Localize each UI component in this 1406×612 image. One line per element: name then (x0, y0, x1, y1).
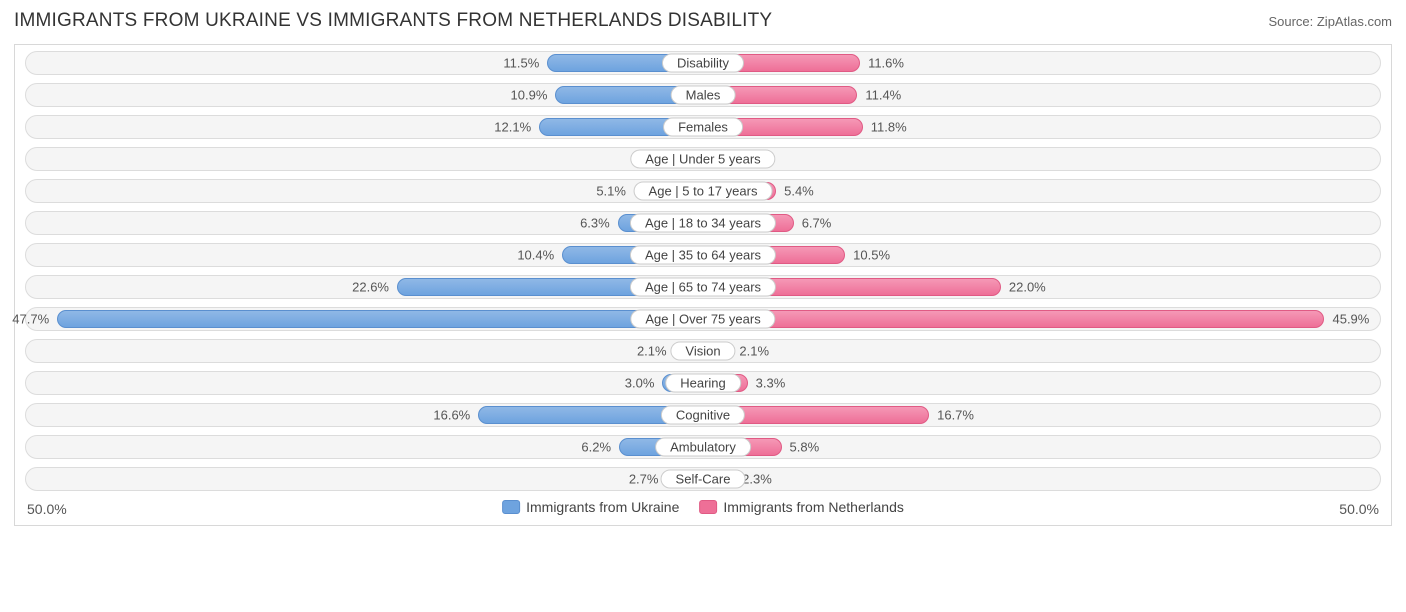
value-label-ukraine: 16.6% (433, 408, 470, 423)
chart-title: IMMIGRANTS FROM UKRAINE VS IMMIGRANTS FR… (14, 10, 772, 32)
chart-row: 2.7% 2.3%Self-Care (25, 467, 1381, 491)
chart-footer: 50.0% Immigrants from Ukraine Immigrants… (25, 499, 1381, 521)
chart-row: 6.2% 5.8% Ambulatory (25, 435, 1381, 459)
category-label: Males (671, 86, 736, 105)
value-label-netherlands: 11.4% (865, 88, 901, 103)
value-label-netherlands: 5.4% (784, 184, 814, 199)
value-label-netherlands: 11.6% (868, 56, 904, 71)
chart-row: 12.1% 11.8% Females (25, 115, 1381, 139)
value-label-netherlands: 2.1% (739, 344, 769, 359)
category-label: Females (663, 118, 743, 137)
bar-ukraine (57, 310, 703, 328)
chart-row: 1.0%1.4%Age | Under 5 years (25, 147, 1381, 171)
value-label-ukraine: 6.3% (580, 216, 610, 231)
category-label: Ambulatory (655, 438, 751, 457)
value-label-ukraine: 47.7% (12, 312, 49, 327)
chart-row: 22.6% 22.0% Age | 65 to 74 years (25, 275, 1381, 299)
value-label-netherlands: 5.8% (790, 440, 820, 455)
category-label: Cognitive (661, 406, 745, 425)
value-label-ukraine: 5.1% (596, 184, 626, 199)
chart-row: 3.0% 3.3% Hearing (25, 371, 1381, 395)
category-label: Age | 5 to 17 years (634, 182, 773, 201)
axis-label-right: 50.0% (1339, 501, 1379, 517)
category-label: Vision (670, 342, 735, 361)
value-label-ukraine: 11.5% (503, 56, 539, 71)
value-label-ukraine: 12.1% (494, 120, 531, 135)
chart-row: 10.9% 11.4% Males (25, 83, 1381, 107)
value-label-netherlands: 6.7% (802, 216, 832, 231)
value-label-ukraine: 10.4% (517, 248, 554, 263)
legend: Immigrants from Ukraine Immigrants from … (502, 499, 904, 515)
value-label-netherlands: 11.8% (871, 120, 907, 135)
value-label-netherlands: 2.3% (742, 472, 772, 487)
value-label-ukraine: 10.9% (511, 88, 548, 103)
value-label-ukraine: 6.2% (581, 440, 611, 455)
chart-row: 47.7%45.9%Age | Over 75 years (25, 307, 1381, 331)
category-label: Age | 65 to 74 years (630, 278, 776, 297)
legend-label-ukraine: Immigrants from Ukraine (526, 499, 679, 515)
chart-header: IMMIGRANTS FROM UKRAINE VS IMMIGRANTS FR… (14, 10, 1392, 32)
legend-swatch-netherlands (699, 500, 717, 514)
legend-swatch-ukraine (502, 500, 520, 514)
chart-rows: 11.5% 11.6% Disability 10.9% 11.4% Males 12.1%… (25, 51, 1381, 491)
category-label: Age | Under 5 years (630, 150, 775, 169)
value-label-netherlands: 45.9% (1332, 312, 1369, 327)
chart-row: 6.3% 6.7% Age | 18 to 34 years (25, 211, 1381, 235)
value-label-ukraine: 3.0% (625, 376, 655, 391)
chart-row: 2.1%2.1%Vision (25, 339, 1381, 363)
chart-row: 10.4% 10.5% Age | 35 to 64 years (25, 243, 1381, 267)
value-label-netherlands: 22.0% (1009, 280, 1046, 295)
axis-label-left: 50.0% (27, 501, 67, 517)
value-label-netherlands: 10.5% (853, 248, 890, 263)
category-label: Age | 18 to 34 years (630, 214, 776, 233)
chart-source: Source: ZipAtlas.com (1268, 14, 1392, 29)
chart-row: 11.5% 11.6% Disability (25, 51, 1381, 75)
chart-row: 5.1% 5.4% Age | 5 to 17 years (25, 179, 1381, 203)
legend-item-netherlands: Immigrants from Netherlands (699, 499, 904, 515)
value-label-ukraine: 22.6% (352, 280, 389, 295)
value-label-ukraine: 2.7% (629, 472, 659, 487)
value-label-netherlands: 3.3% (756, 376, 786, 391)
legend-label-netherlands: Immigrants from Netherlands (723, 499, 904, 515)
value-label-netherlands: 16.7% (937, 408, 974, 423)
category-label: Disability (662, 54, 744, 73)
category-label: Age | 35 to 64 years (630, 246, 776, 265)
category-label: Self-Care (661, 470, 746, 489)
chart-area: 11.5% 11.6% Disability 10.9% 11.4% Males 12.1%… (14, 44, 1392, 526)
legend-item-ukraine: Immigrants from Ukraine (502, 499, 679, 515)
bar-netherlands (703, 310, 1324, 328)
chart-row: 16.6% 16.7% Cognitive (25, 403, 1381, 427)
category-label: Age | Over 75 years (630, 310, 775, 329)
category-label: Hearing (665, 374, 741, 393)
value-label-ukraine: 2.1% (637, 344, 667, 359)
